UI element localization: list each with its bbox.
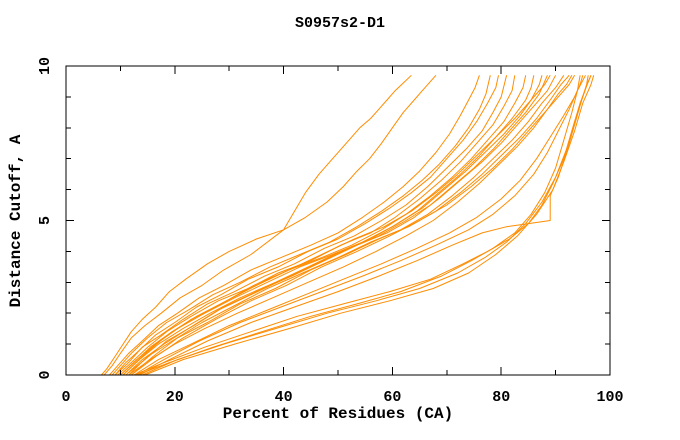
y-tick-label: 10 [37,57,54,75]
model-curve [128,75,565,376]
x-tick-label: 80 [492,389,510,406]
x-tick-label: 0 [61,389,70,406]
model-curve [114,75,499,376]
y-tick-label: 5 [37,216,54,225]
model-curve [120,75,535,376]
x-tick-label: 20 [166,389,184,406]
model-curve [109,75,480,376]
model-curve [142,75,592,376]
model-curve [139,75,589,376]
model-curve [117,75,516,376]
x-axis-label: Percent of Residues (CA) [222,405,454,423]
y-tick-label: 0 [37,370,54,379]
model-curve [144,75,595,376]
model-curve [130,74,570,376]
model-curve [122,75,543,376]
x-tick-label: 100 [596,389,623,406]
model-curve [114,75,508,376]
model-curve [133,75,584,376]
model-curve [125,75,557,376]
model-curve [136,75,586,376]
chart-title: S0957s2-D1 [294,15,385,32]
x-tick-label: 40 [275,389,293,406]
model-curve [103,74,437,376]
x-tick-label: 60 [383,389,401,406]
model-curve [130,75,576,376]
y-axis-label: Distance Cutoff, A [7,134,25,308]
model-curve [136,75,581,376]
model-curve [122,75,551,376]
